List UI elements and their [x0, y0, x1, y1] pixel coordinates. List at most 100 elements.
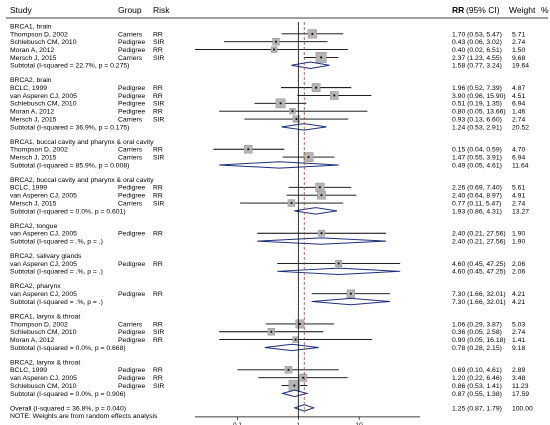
group-label: Pedigree: [118, 85, 145, 92]
weight-label: 4.21: [512, 291, 525, 298]
subtotal-label: Subtotal (I-squared = 36.9%, p = 0.175): [10, 124, 129, 131]
risk-label: SIR: [153, 154, 164, 161]
weight-label: 3.48: [512, 375, 525, 382]
weight-label: 2.06: [512, 261, 525, 268]
subgroup-header: BRCA2, pharynx: [10, 283, 61, 290]
point-estimate: [320, 56, 323, 59]
subtotal-label: Subtotal (I-squared = .%, p = .): [10, 299, 103, 306]
subgroup-header: BRCA1, brain: [10, 23, 52, 30]
header-study: Study: [10, 5, 32, 15]
rr-ci-label: 0.40 (0.02, 6.51): [452, 47, 502, 54]
risk-label: RR: [153, 93, 163, 100]
point-estimate: [318, 186, 321, 189]
risk-label: RR: [153, 109, 163, 116]
rr-ci-label: 3.90 (0.96, 15.90): [452, 93, 506, 100]
study-label: BCLC, 1999: [10, 185, 47, 192]
subtotal-label: Subtotal (I-squared = 22.7%, p = 0.275): [10, 63, 129, 70]
weight-label: 2.74: [512, 39, 525, 46]
group-label: Carriers: [118, 116, 143, 123]
point-estimate: [291, 110, 294, 113]
rr-ci-label: 0.36 (0.05, 2.58): [452, 329, 502, 336]
rr-ci-label: 1.70 (0.53, 5.47): [452, 31, 502, 38]
header-weight-unit: %: [541, 5, 549, 15]
point-estimate: [298, 323, 301, 325]
subgroup-header: BRCA2, tongue: [10, 223, 57, 230]
subtotal-label: Subtotal (I-squared = .%, p = .): [10, 238, 103, 245]
weight-label: 19.64: [512, 63, 529, 70]
study-label: van Asperen CJ, 2005: [10, 291, 77, 298]
risk-label: RR: [153, 367, 163, 374]
subgroup-header: BRCA2, larynx & throat: [10, 359, 80, 366]
subtotal-label: Subtotal (I-squared = 0.0%, p = 0.906): [10, 391, 126, 398]
x-tick-label: 10: [356, 422, 364, 425]
point-estimate: [293, 384, 296, 387]
weight-label: 20.52: [512, 124, 529, 131]
weight-label: 1.41: [512, 337, 525, 344]
risk-label: SIR: [153, 329, 164, 336]
subtotal-label: Subtotal (I-squared = 0.0%, p = 0.668): [10, 345, 126, 352]
study-label: van Asperen CJ, 2005: [10, 193, 77, 200]
group-label: Pedigree: [118, 375, 145, 382]
study-label: van Asperen CJ, 2005: [10, 93, 77, 100]
subtotal-label: Subtotal (I-squared = 85.9%, p = 0.008): [10, 162, 129, 169]
study-label: van Asperen CJ, 2005: [10, 375, 77, 382]
point-estimate: [337, 262, 340, 265]
x-axis: 0.1 1 10: [195, 22, 420, 425]
subtotal-diamond: [280, 389, 309, 398]
risk-label: RR: [153, 375, 163, 382]
risk-label: RR: [153, 31, 163, 38]
rr-ci-label: 0.69 (0.10, 4.61): [452, 367, 502, 374]
weight-label: 6.94: [512, 154, 525, 161]
subgroup-header: BRCA2, salivary glands: [10, 253, 82, 260]
group-label: Pedigree: [118, 39, 145, 46]
rr-ci-label: 7.30 (1.66, 32.01): [452, 291, 506, 298]
weight-label: 2.74: [512, 200, 525, 207]
header-weight: Weight: [509, 5, 536, 15]
x-tick-label: 1: [297, 422, 301, 425]
subtotal-diamond: [291, 61, 330, 69]
point-estimate: [315, 86, 318, 89]
group-label: Pedigree: [118, 101, 145, 108]
subtotal-label: Subtotal (I-squared = 0.0%, p = 0.601): [10, 208, 126, 215]
group-label: Pedigree: [118, 367, 145, 374]
risk-label: SIR: [153, 55, 164, 62]
study-label: Thompson D, 2002: [10, 147, 68, 154]
point-estimate: [287, 368, 290, 371]
risk-label: RR: [153, 321, 163, 328]
study-label: Thompson D, 2002: [10, 31, 68, 38]
rr-ci-label: 0.15 (0.04, 0.59): [452, 147, 502, 154]
study-label: Mersch J, 2015: [10, 55, 57, 62]
rr-ci-label: 0.93 (0.13, 6.60): [452, 116, 502, 123]
risk-label: SIR: [153, 383, 164, 390]
rr-ci-label: 0.43 (0.06, 3.02): [452, 39, 502, 46]
point-estimate: [295, 118, 298, 120]
rr-ci-label: 1.96 (0.52, 7.39): [452, 85, 502, 92]
subtotal-diamond: [277, 267, 401, 276]
point-estimate: [307, 156, 310, 158]
rr-ci-label: 1.58 (0.77, 3.24): [452, 63, 502, 70]
point-estimate: [290, 202, 293, 204]
column-headers: Study Group Risk RR (95% CI) Weight %: [10, 5, 549, 15]
weight-label: 4.70: [512, 147, 525, 154]
point-estimate: [270, 330, 273, 333]
study-label: Moran A, 2012: [10, 109, 54, 116]
study-label: Schlebusch CM, 2010: [10, 383, 77, 390]
risk-label: RR: [153, 47, 163, 54]
risk-label: SIR: [153, 200, 164, 207]
rr-ci-label: 0.80 (0.05, 13.66): [452, 109, 506, 116]
weight-label: 100.00: [512, 405, 533, 412]
weight-label: 11.64: [512, 162, 529, 169]
rr-ci-label: 0.51 (0.19, 1.35): [452, 101, 502, 108]
group-label: Carriers: [118, 321, 143, 328]
subtotal-diamond: [281, 123, 327, 131]
rr-ci-label: 4.60 (0.45, 47.25): [452, 261, 506, 268]
weight-label: 9.18: [512, 345, 525, 352]
rr-ci-label: 1.25 (0.87, 1.79): [452, 405, 502, 412]
subtotal-diamond: [219, 161, 339, 169]
rr-ci-label: 1.47 (0.55, 3.91): [452, 154, 502, 161]
point-estimate: [320, 232, 323, 235]
subtotal-diamond: [257, 237, 386, 245]
group-label: Pedigree: [118, 231, 145, 238]
weight-label: 4.91: [512, 193, 525, 200]
